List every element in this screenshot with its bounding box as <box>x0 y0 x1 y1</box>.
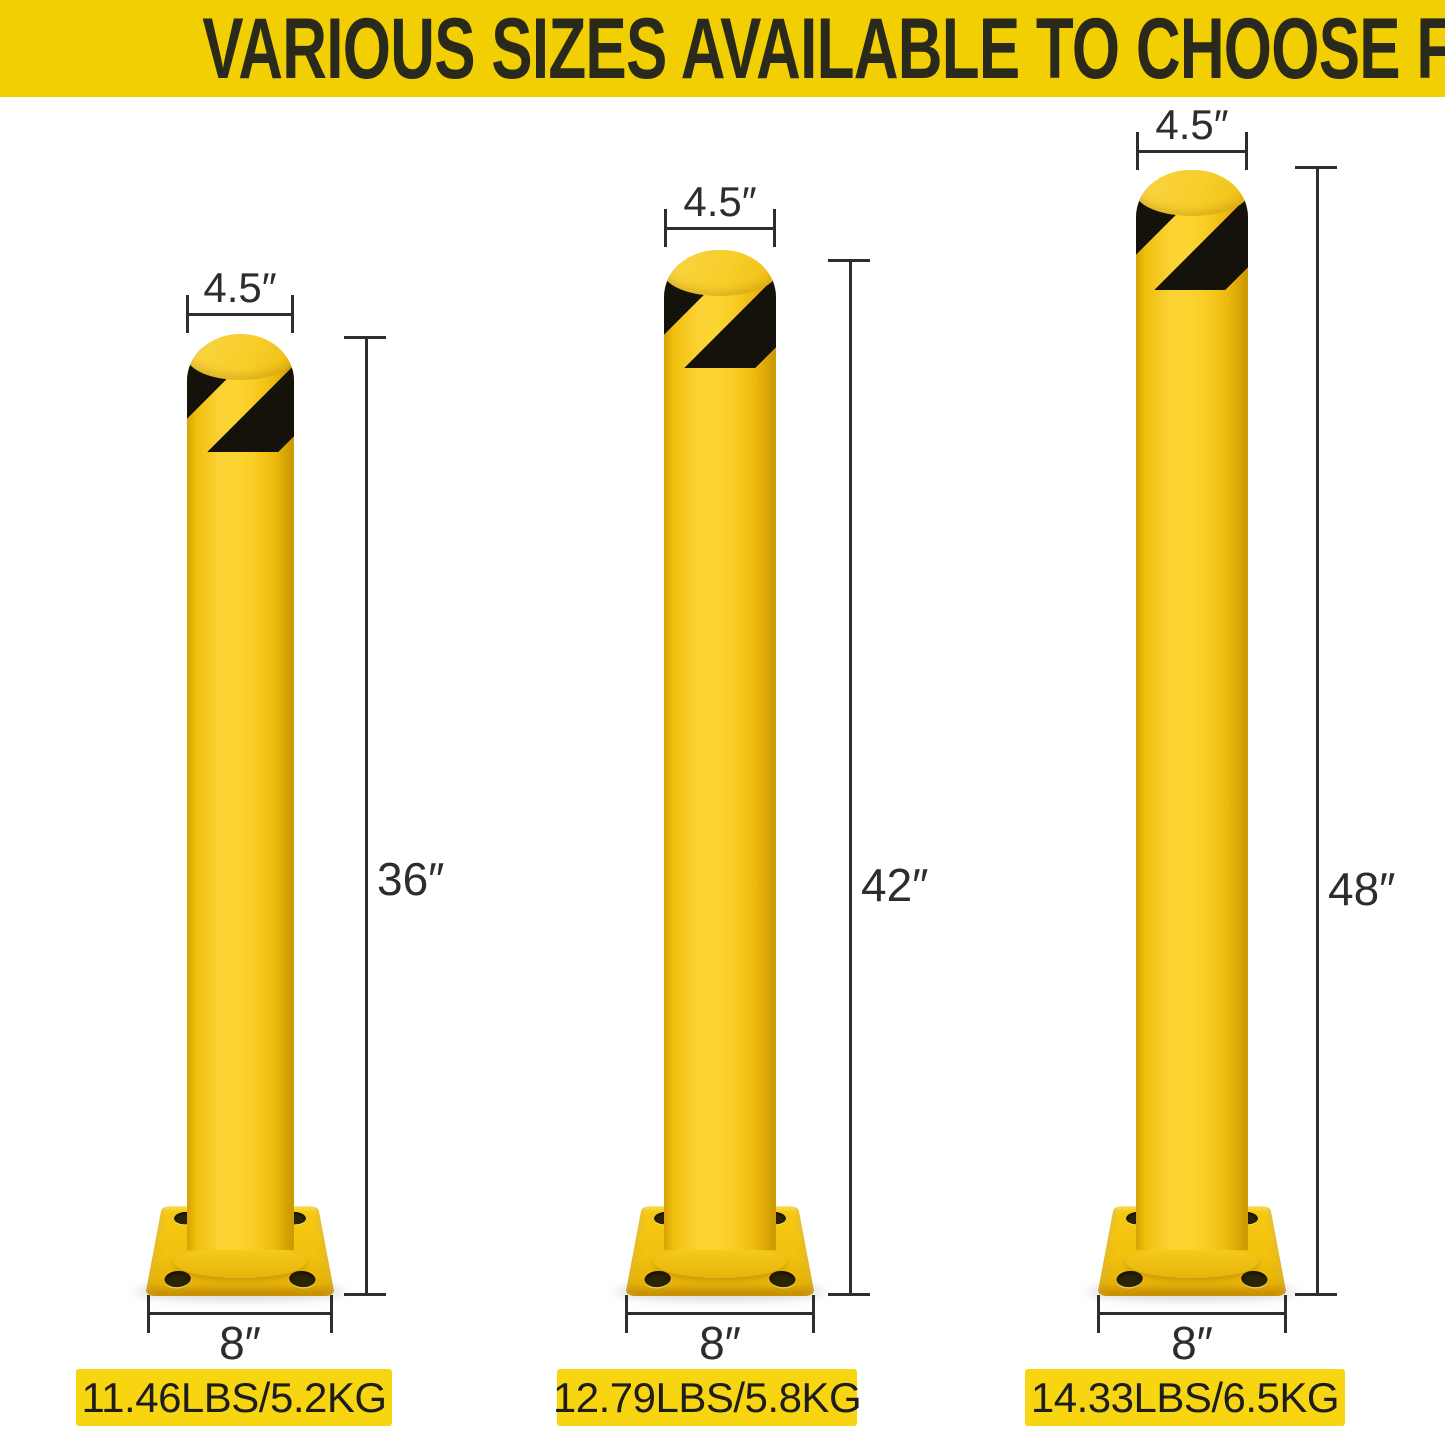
diameter-label: 4.5″ <box>683 178 757 225</box>
dimension-tick <box>1097 1295 1100 1333</box>
pole-cap <box>1136 170 1248 216</box>
diameter-dimension-line <box>664 227 776 230</box>
height-label: 36″ <box>377 853 445 905</box>
dimension-tick <box>664 209 667 247</box>
height-label: 42″ <box>861 859 929 911</box>
bolt-hole <box>1115 1270 1144 1288</box>
height-dimension-line <box>849 261 852 1296</box>
diameter-dimension-line <box>186 313 294 316</box>
dimension-tick <box>291 295 294 333</box>
pole-cap <box>187 334 294 380</box>
weld-collar <box>1126 1246 1258 1278</box>
dimension-tick <box>186 295 189 333</box>
dimension-tick <box>330 1295 333 1333</box>
weight-badge: 14.33LBS/6.5KG <box>1025 1369 1345 1426</box>
weight-label: 11.46LBS/5.2KG <box>81 1373 387 1421</box>
base-width-label: 8″ <box>1171 1317 1213 1369</box>
bolt-hole <box>163 1270 192 1288</box>
dimension-tick <box>625 1295 628 1333</box>
dimension-tick <box>1295 1293 1337 1296</box>
weight-label: 12.79LBS/5.8KG <box>552 1373 862 1421</box>
bolt-hole <box>1240 1270 1269 1288</box>
banner: VARIOUS SIZES AVAILABLE TO CHOOSE FROM <box>0 0 1445 97</box>
pole-cap <box>664 250 776 296</box>
dimension-tick <box>1136 132 1139 170</box>
diameter-label: 4.5″ <box>203 264 277 311</box>
base-width-label: 8″ <box>219 1317 261 1369</box>
bollard-pole <box>1136 170 1248 1250</box>
bollard-pole <box>664 250 776 1250</box>
dimension-tick <box>344 1293 386 1296</box>
weight-label: 14.33LBS/6.5KG <box>1030 1373 1340 1421</box>
height-label: 48″ <box>1328 863 1396 915</box>
dimension-tick <box>147 1295 150 1333</box>
weight-badge: 12.79LBS/5.8KG <box>553 1369 862 1426</box>
dimension-tick <box>1245 132 1248 170</box>
weld-collar <box>654 1246 786 1278</box>
base-width-dimension-line <box>625 1312 815 1315</box>
diameter-label: 4.5″ <box>1155 101 1229 148</box>
weight-badge: 11.46LBS/5.2KG <box>76 1369 392 1426</box>
banner-title: VARIOUS SIZES AVAILABLE TO CHOOSE FROM <box>202 1 1445 97</box>
dimension-tick <box>828 259 870 262</box>
height-dimension-line <box>1316 168 1319 1296</box>
dimension-tick <box>812 1295 815 1333</box>
base-width-dimension-line <box>1097 1312 1287 1315</box>
bolt-hole <box>768 1270 797 1288</box>
dimension-tick <box>828 1293 870 1296</box>
dimension-tick <box>773 209 776 247</box>
base-width-label: 8″ <box>699 1317 741 1369</box>
bolt-hole <box>288 1270 317 1288</box>
dimension-tick <box>344 336 386 339</box>
bolt-hole <box>643 1270 672 1288</box>
dimension-tick <box>1284 1295 1287 1333</box>
bollard-pole <box>187 334 294 1250</box>
weld-collar <box>174 1246 306 1278</box>
dimension-tick <box>1295 166 1337 169</box>
height-dimension-line <box>365 338 368 1296</box>
base-width-dimension-line <box>147 1312 333 1315</box>
diameter-dimension-line <box>1136 150 1248 153</box>
